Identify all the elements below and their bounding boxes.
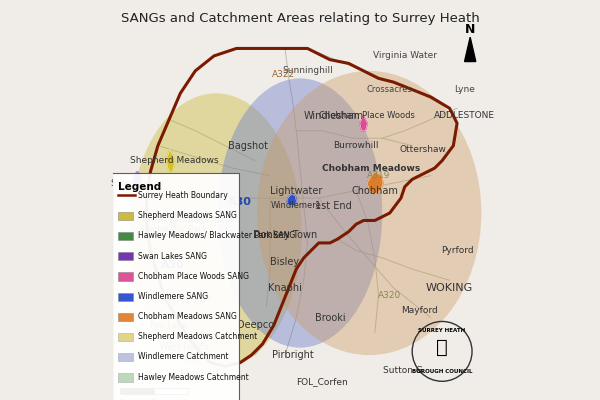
Bar bbox=[154, 388, 188, 394]
Text: WOKING: WOKING bbox=[426, 283, 473, 293]
Text: Mayford: Mayford bbox=[401, 306, 438, 315]
Polygon shape bbox=[166, 150, 175, 174]
Text: Blackwater: Blackwater bbox=[187, 216, 233, 225]
Text: Virginia Water: Virginia Water bbox=[373, 52, 437, 60]
Bar bbox=[121, 388, 154, 394]
Text: Mytchatt: Mytchatt bbox=[179, 369, 219, 378]
Text: Shepherd Meadows Catchment: Shepherd Meadows Catchment bbox=[138, 332, 257, 341]
Text: A320: A320 bbox=[378, 291, 401, 300]
Text: 🌲: 🌲 bbox=[436, 338, 448, 357]
Ellipse shape bbox=[257, 71, 481, 355]
Text: Windlemere SANG: Windlemere SANG bbox=[138, 292, 208, 301]
Text: Shepherd Meadows: Shepherd Meadows bbox=[130, 156, 219, 165]
Text: Hawley Meadows/ Blackwater Park SANG: Hawley Meadows/ Blackwater Park SANG bbox=[138, 231, 295, 240]
Text: A322: A322 bbox=[272, 70, 295, 79]
Text: SURREY HEATH: SURREY HEATH bbox=[418, 328, 466, 333]
FancyBboxPatch shape bbox=[112, 173, 239, 400]
Bar bbox=[118, 232, 133, 240]
Text: Chobham Meadows: Chobham Meadows bbox=[322, 164, 420, 173]
Text: Crossacres: Crossacres bbox=[367, 85, 413, 94]
Polygon shape bbox=[287, 194, 296, 206]
Text: A319: A319 bbox=[367, 171, 390, 180]
Text: 1st End: 1st End bbox=[315, 200, 352, 210]
Text: Burrowhill: Burrowhill bbox=[334, 141, 379, 150]
Text: BOROUGH COUNCIL: BOROUGH COUNCIL bbox=[412, 370, 472, 374]
Text: Windlemere: Windlemere bbox=[271, 201, 322, 210]
Bar bbox=[118, 252, 133, 260]
Text: FOL_Corfen: FOL_Corfen bbox=[296, 377, 349, 386]
Text: 2: 2 bbox=[152, 399, 157, 400]
Text: West Heath: West Heath bbox=[160, 343, 208, 352]
Bar bbox=[118, 313, 133, 321]
Bar bbox=[118, 212, 133, 220]
Text: Lyne: Lyne bbox=[454, 85, 475, 94]
Ellipse shape bbox=[130, 93, 302, 370]
Text: Pyrford: Pyrford bbox=[441, 246, 473, 255]
Text: Windlemere Catchment: Windlemere Catchment bbox=[138, 352, 229, 362]
Polygon shape bbox=[134, 172, 141, 187]
Text: Shepherd Meadows SANG: Shepherd Meadows SANG bbox=[138, 211, 237, 220]
Text: Bisley: Bisley bbox=[271, 257, 299, 267]
Text: Chobham: Chobham bbox=[352, 186, 398, 196]
Text: 4 km: 4 km bbox=[178, 399, 197, 400]
Bar bbox=[118, 374, 133, 382]
Text: Hawley Meadows
Blackwater Park: Hawley Meadows Blackwater Park bbox=[136, 214, 209, 234]
Polygon shape bbox=[360, 116, 367, 131]
Text: Donkey Town: Donkey Town bbox=[253, 230, 317, 240]
Text: Sunninghill: Sunninghill bbox=[282, 66, 333, 75]
Text: 0: 0 bbox=[118, 399, 123, 400]
Text: Chobham Meadows SANG: Chobham Meadows SANG bbox=[138, 312, 237, 321]
Ellipse shape bbox=[218, 78, 382, 348]
Text: FRIMLEY: FRIMLEY bbox=[171, 294, 212, 304]
Text: Ottershaw: Ottershaw bbox=[400, 145, 447, 154]
Text: A30: A30 bbox=[161, 260, 185, 270]
Text: Sutton G.: Sutton G. bbox=[383, 366, 426, 374]
Bar bbox=[118, 333, 133, 341]
Text: Hawley Meadows Catchment: Hawley Meadows Catchment bbox=[138, 373, 249, 382]
Text: ADDLESTONE: ADDLESTONE bbox=[434, 111, 495, 120]
Polygon shape bbox=[367, 172, 383, 194]
Bar bbox=[118, 272, 133, 281]
Bar bbox=[118, 293, 133, 301]
Text: Pirbright: Pirbright bbox=[272, 350, 313, 360]
Text: Cove: Cove bbox=[136, 351, 157, 360]
Bar bbox=[118, 353, 133, 362]
Text: Lightwater: Lightwater bbox=[270, 186, 322, 196]
Text: Chobham Place Woods: Chobham Place Woods bbox=[319, 111, 415, 120]
Text: Knaphi: Knaphi bbox=[268, 283, 302, 293]
Text: N: N bbox=[465, 23, 475, 36]
Text: SANGs and Catchment Areas relating to Surrey Heath: SANGs and Catchment Areas relating to Su… bbox=[121, 12, 479, 25]
Text: Swan Lakes SANG: Swan Lakes SANG bbox=[138, 252, 207, 260]
Text: Chobham Place Woods SANG: Chobham Place Woods SANG bbox=[138, 272, 249, 281]
Text: Windlesham: Windlesham bbox=[304, 111, 364, 121]
Text: Bagshot: Bagshot bbox=[227, 141, 268, 151]
Text: Surrey Heath Boundary: Surrey Heath Boundary bbox=[138, 191, 228, 200]
Text: Swan Lakes: Swan Lakes bbox=[111, 178, 164, 188]
Text: Legend: Legend bbox=[118, 182, 161, 192]
Text: A30: A30 bbox=[228, 197, 252, 207]
Polygon shape bbox=[169, 213, 178, 228]
Text: Deepco: Deepco bbox=[236, 320, 274, 330]
Polygon shape bbox=[464, 37, 476, 62]
Text: Fox Lane: Fox Lane bbox=[151, 321, 188, 330]
Text: Brooki: Brooki bbox=[314, 313, 345, 323]
